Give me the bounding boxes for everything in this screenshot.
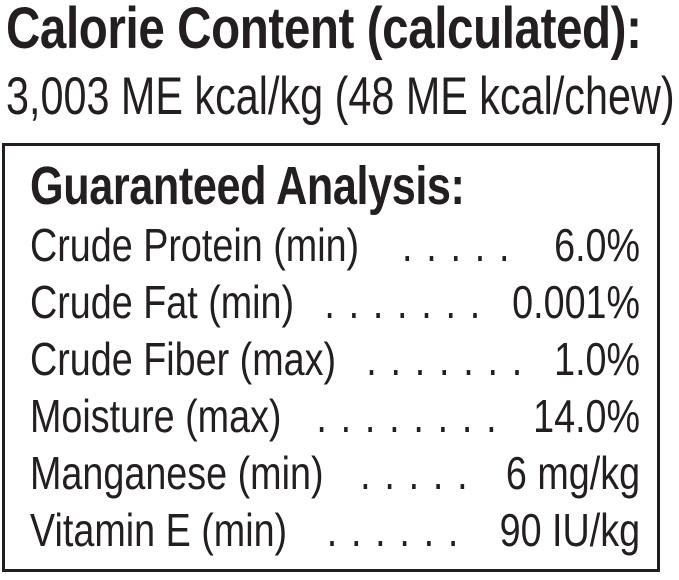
analysis-table: Crude Protein (min) . . . . . 6.0% Crude… bbox=[30, 217, 640, 559]
nutrient-value: 6.0% bbox=[554, 219, 641, 271]
nutrient-label: Crude Protein (min) bbox=[30, 219, 360, 271]
dot-leader: . . . . . . . bbox=[366, 333, 524, 385]
nutrient-value: 14.0% bbox=[533, 390, 641, 442]
nutrient-label: Crude Fat (min) bbox=[30, 276, 295, 328]
analysis-row-crude-protein: Crude Protein (min) . . . . . 6.0% bbox=[30, 217, 640, 274]
nutrient-value: 6 mg/kg bbox=[505, 447, 641, 499]
nutrient-label: Moisture (max) bbox=[30, 390, 282, 442]
dot-leader: . . . . . . . bbox=[324, 276, 482, 328]
nutrient-value: 90 IU/kg bbox=[499, 504, 641, 556]
analysis-row-crude-fiber: Crude Fiber (max) . . . . . . . 1.0% bbox=[30, 331, 640, 388]
nutrient-value: 0.001% bbox=[512, 276, 641, 328]
dot-leader: . . . . . . . . bbox=[316, 390, 499, 442]
dot-leader: . . . . . bbox=[402, 219, 512, 271]
analysis-row-moisture: Moisture (max) . . . . . . . . 14.0% bbox=[30, 388, 640, 445]
nutrient-label: Vitamin E (min) bbox=[30, 504, 288, 556]
analysis-row-manganese: Manganese (min) . . . . . 6 mg/kg bbox=[30, 445, 640, 502]
nutrient-value: 1.0% bbox=[554, 333, 641, 385]
dot-leader: . . . . . . bbox=[326, 504, 461, 556]
nutrient-label: Manganese (min) bbox=[30, 447, 324, 499]
guaranteed-analysis-box: Guaranteed Analysis: Crude Protein (min)… bbox=[2, 143, 660, 572]
analysis-row-crude-fat: Crude Fat (min) . . . . . . . 0.001% bbox=[30, 274, 640, 331]
dot-leader: . . . . . bbox=[360, 447, 470, 499]
calorie-content-title: Calorie Content (calculated): bbox=[6, 0, 642, 61]
calorie-content-value: 3,003 ME kcal/kg (48 ME kcal/chew) bbox=[6, 67, 675, 126]
analysis-row-vitamin-e: Vitamin E (min) . . . . . . 90 IU/kg bbox=[30, 502, 640, 559]
nutrient-label: Crude Fiber (max) bbox=[30, 333, 337, 385]
guaranteed-analysis-heading: Guaranteed Analysis: bbox=[30, 156, 465, 216]
